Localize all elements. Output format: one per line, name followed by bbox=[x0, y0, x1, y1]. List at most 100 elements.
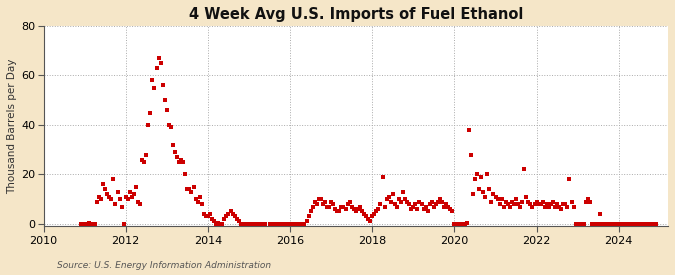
Point bbox=[537, 199, 548, 204]
Point bbox=[342, 202, 353, 206]
Point bbox=[421, 204, 431, 209]
Point bbox=[449, 222, 460, 226]
Point bbox=[595, 212, 605, 216]
Point bbox=[358, 212, 369, 216]
Point bbox=[461, 221, 472, 225]
Point bbox=[373, 207, 384, 211]
Point bbox=[171, 155, 182, 159]
Point bbox=[486, 199, 497, 204]
Point bbox=[472, 172, 483, 177]
Point bbox=[541, 202, 552, 206]
Point bbox=[644, 222, 655, 226]
Point bbox=[96, 197, 107, 201]
Point bbox=[369, 212, 380, 216]
Point bbox=[387, 192, 398, 196]
Point bbox=[205, 212, 215, 216]
Point bbox=[139, 160, 150, 164]
Point bbox=[135, 202, 146, 206]
Point bbox=[186, 189, 197, 194]
Point bbox=[86, 222, 97, 226]
Point bbox=[521, 194, 532, 199]
Point bbox=[488, 192, 499, 196]
Point bbox=[478, 189, 489, 194]
Point bbox=[301, 219, 312, 224]
Point bbox=[252, 222, 263, 226]
Point bbox=[256, 222, 267, 226]
Point bbox=[576, 222, 587, 226]
Point bbox=[506, 199, 517, 204]
Point bbox=[589, 222, 599, 226]
Point bbox=[120, 194, 131, 199]
Point bbox=[642, 222, 653, 226]
Point bbox=[618, 222, 628, 226]
Point bbox=[398, 189, 408, 194]
Point bbox=[634, 222, 645, 226]
Point bbox=[157, 83, 168, 87]
Point bbox=[198, 212, 209, 216]
Point bbox=[451, 222, 462, 226]
Point bbox=[147, 78, 158, 82]
Point bbox=[145, 110, 156, 115]
Point bbox=[79, 222, 90, 226]
Point bbox=[455, 222, 466, 226]
Point bbox=[545, 202, 556, 206]
Point bbox=[562, 204, 573, 209]
Point bbox=[367, 214, 377, 219]
Point bbox=[167, 142, 178, 147]
Point bbox=[319, 199, 330, 204]
Point bbox=[289, 222, 300, 226]
Point bbox=[457, 222, 468, 226]
Point bbox=[311, 202, 322, 206]
Point bbox=[482, 172, 493, 177]
Point bbox=[196, 202, 207, 206]
Point bbox=[414, 199, 425, 204]
Point bbox=[192, 199, 203, 204]
Point bbox=[385, 199, 396, 204]
Point bbox=[184, 187, 195, 191]
Point bbox=[215, 222, 225, 226]
Point bbox=[330, 207, 341, 211]
Point bbox=[303, 214, 314, 219]
Point bbox=[410, 202, 421, 206]
Point bbox=[209, 219, 219, 224]
Point bbox=[159, 98, 170, 102]
Point bbox=[116, 204, 127, 209]
Point bbox=[433, 199, 443, 204]
Point bbox=[322, 204, 333, 209]
Point bbox=[242, 222, 252, 226]
Point bbox=[515, 204, 526, 209]
Point bbox=[453, 222, 464, 226]
Point bbox=[211, 222, 221, 226]
Point bbox=[305, 209, 316, 214]
Point bbox=[182, 187, 193, 191]
Point bbox=[612, 222, 622, 226]
Point bbox=[287, 222, 298, 226]
Point bbox=[504, 204, 515, 209]
Point bbox=[427, 199, 437, 204]
Point bbox=[508, 202, 519, 206]
Point bbox=[605, 222, 616, 226]
Point bbox=[587, 222, 597, 226]
Point bbox=[161, 108, 172, 112]
Point bbox=[268, 222, 279, 226]
Point bbox=[190, 197, 201, 201]
Point bbox=[240, 222, 250, 226]
Point bbox=[126, 194, 137, 199]
Point bbox=[599, 222, 610, 226]
Point bbox=[408, 204, 418, 209]
Point bbox=[539, 204, 550, 209]
Point bbox=[223, 212, 234, 216]
Point bbox=[207, 217, 217, 221]
Point bbox=[480, 194, 491, 199]
Point bbox=[554, 204, 564, 209]
Point bbox=[622, 222, 632, 226]
Point bbox=[340, 207, 351, 211]
Point bbox=[108, 177, 119, 182]
Point bbox=[155, 61, 166, 65]
Point bbox=[344, 199, 355, 204]
Point bbox=[601, 222, 612, 226]
Point bbox=[213, 221, 223, 225]
Point bbox=[352, 207, 363, 211]
Point bbox=[445, 207, 456, 211]
Point bbox=[543, 204, 554, 209]
